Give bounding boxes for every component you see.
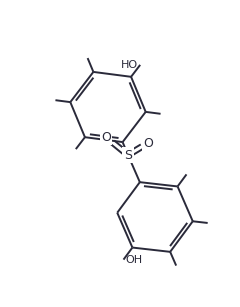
Text: OH: OH — [126, 255, 143, 265]
Text: O: O — [101, 130, 111, 143]
Text: S: S — [124, 149, 132, 161]
Text: HO: HO — [121, 60, 138, 70]
Text: O: O — [143, 137, 153, 150]
